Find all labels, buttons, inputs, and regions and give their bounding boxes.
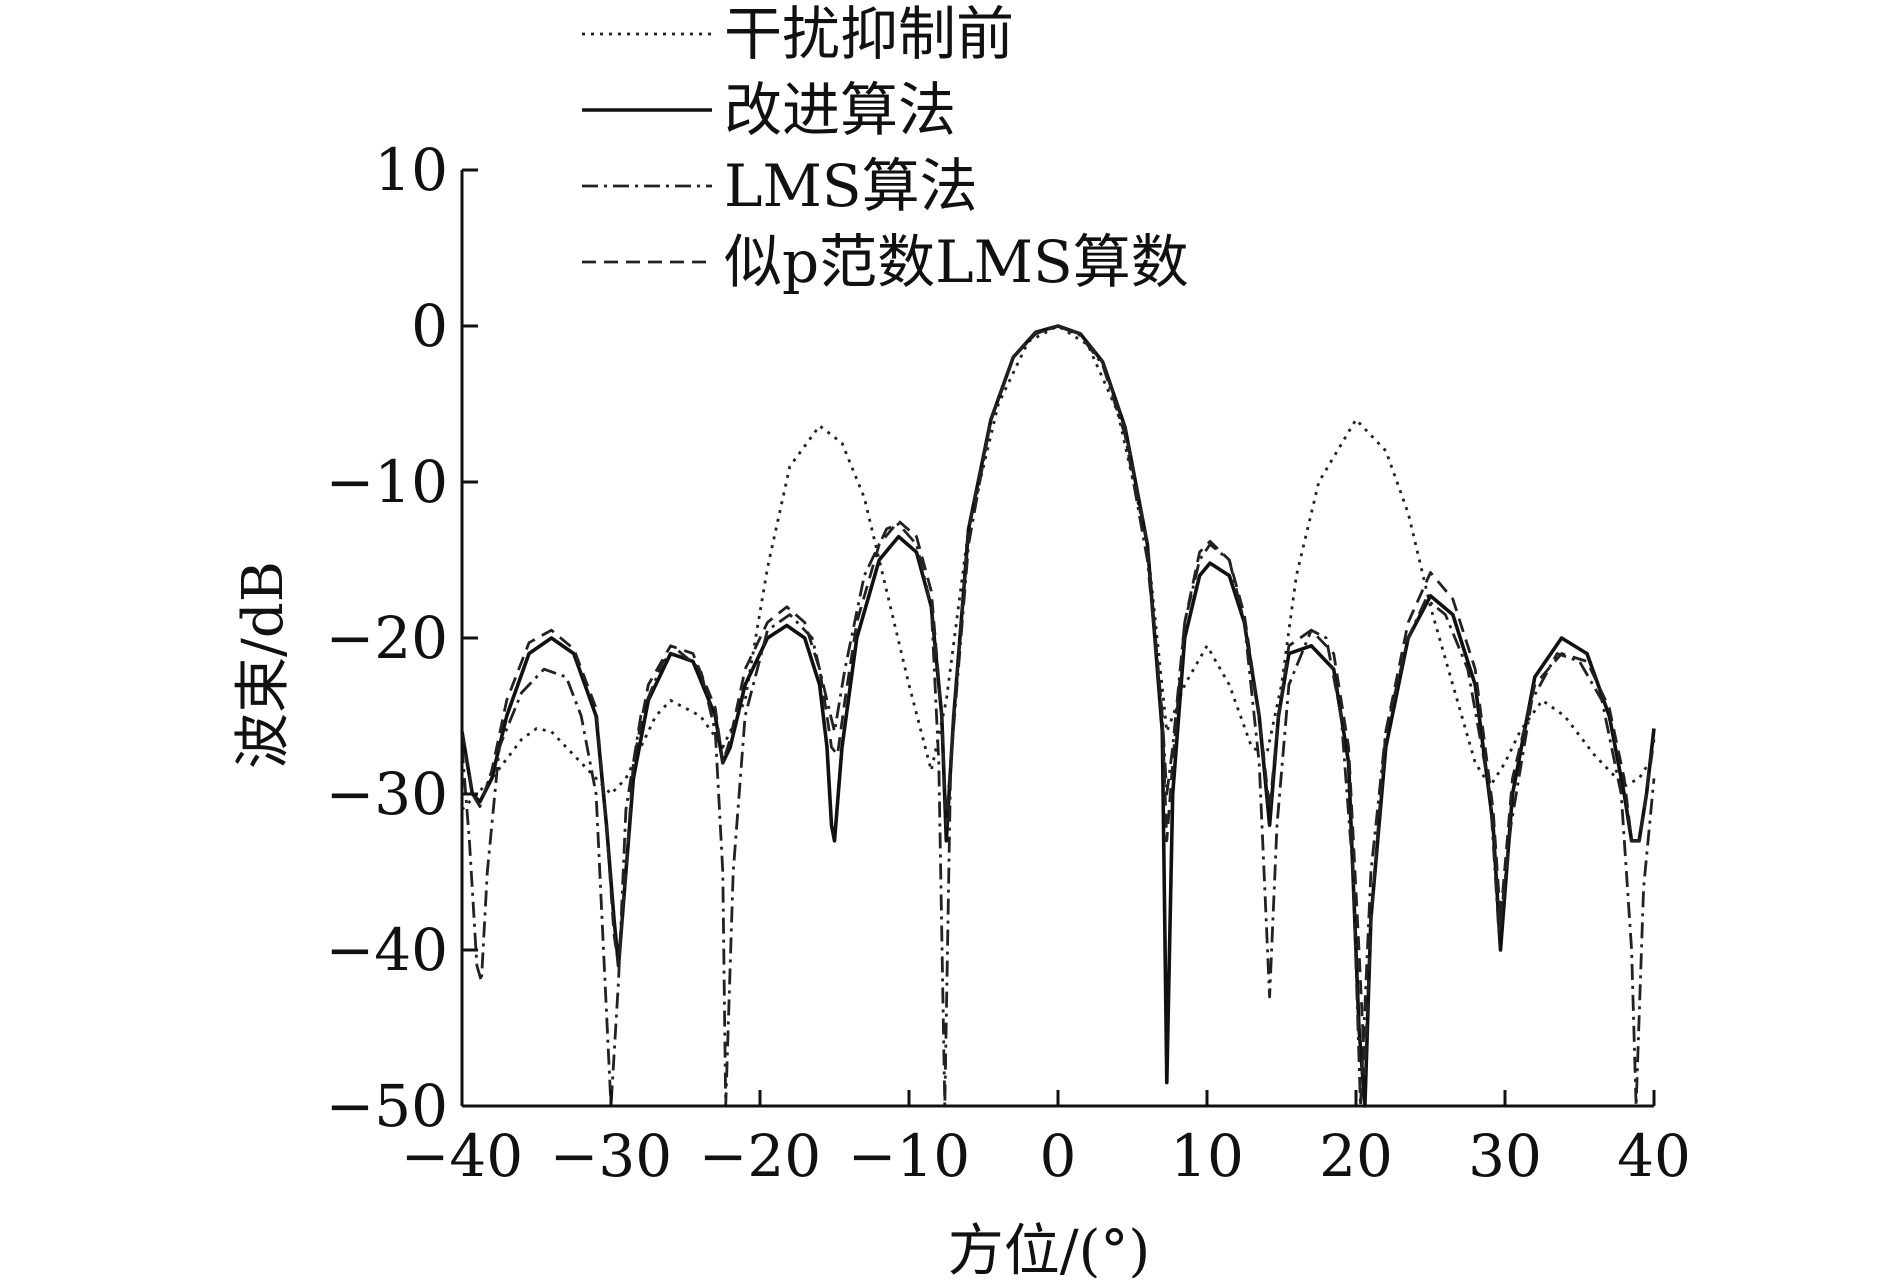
x-tick-label: 20 — [1319, 1122, 1393, 1190]
x-axis-label: 方位/(°) — [948, 1219, 1151, 1278]
y-tick-label: −10 — [326, 448, 448, 516]
y-tick-label: 10 — [374, 136, 448, 204]
legend-label-4: 似p范数LMS算数 — [724, 228, 1189, 296]
x-tick-label: −20 — [699, 1122, 821, 1190]
series-line-4 — [460, 324, 1656, 1077]
legend-label-2: 改进算法 — [724, 76, 956, 144]
y-tick-label: −40 — [326, 916, 448, 984]
legend-label-1: 干扰抑制前 — [724, 0, 1014, 68]
y-tick-label: 0 — [411, 292, 448, 360]
axes — [460, 168, 1656, 1108]
x-tick-label: −10 — [848, 1122, 970, 1190]
y-tick-label: −50 — [326, 1072, 448, 1140]
series-line-3 — [460, 324, 1656, 1108]
x-tick-label: 0 — [1040, 1122, 1077, 1190]
y-tick-label: −20 — [326, 604, 448, 672]
legend-label-3: LMS算法 — [724, 152, 978, 220]
x-tick-label: −30 — [550, 1122, 672, 1190]
x-tick-label: 30 — [1468, 1122, 1542, 1190]
x-tick-label: −40 — [401, 1122, 523, 1190]
y-tick-label: −30 — [326, 760, 448, 828]
series-layer — [460, 324, 1656, 1108]
series-line-1 — [460, 324, 1656, 811]
x-tick-label: 10 — [1170, 1122, 1244, 1190]
x-tick-label: 40 — [1617, 1122, 1691, 1190]
y-axis-label: 波束/dB — [231, 561, 296, 769]
